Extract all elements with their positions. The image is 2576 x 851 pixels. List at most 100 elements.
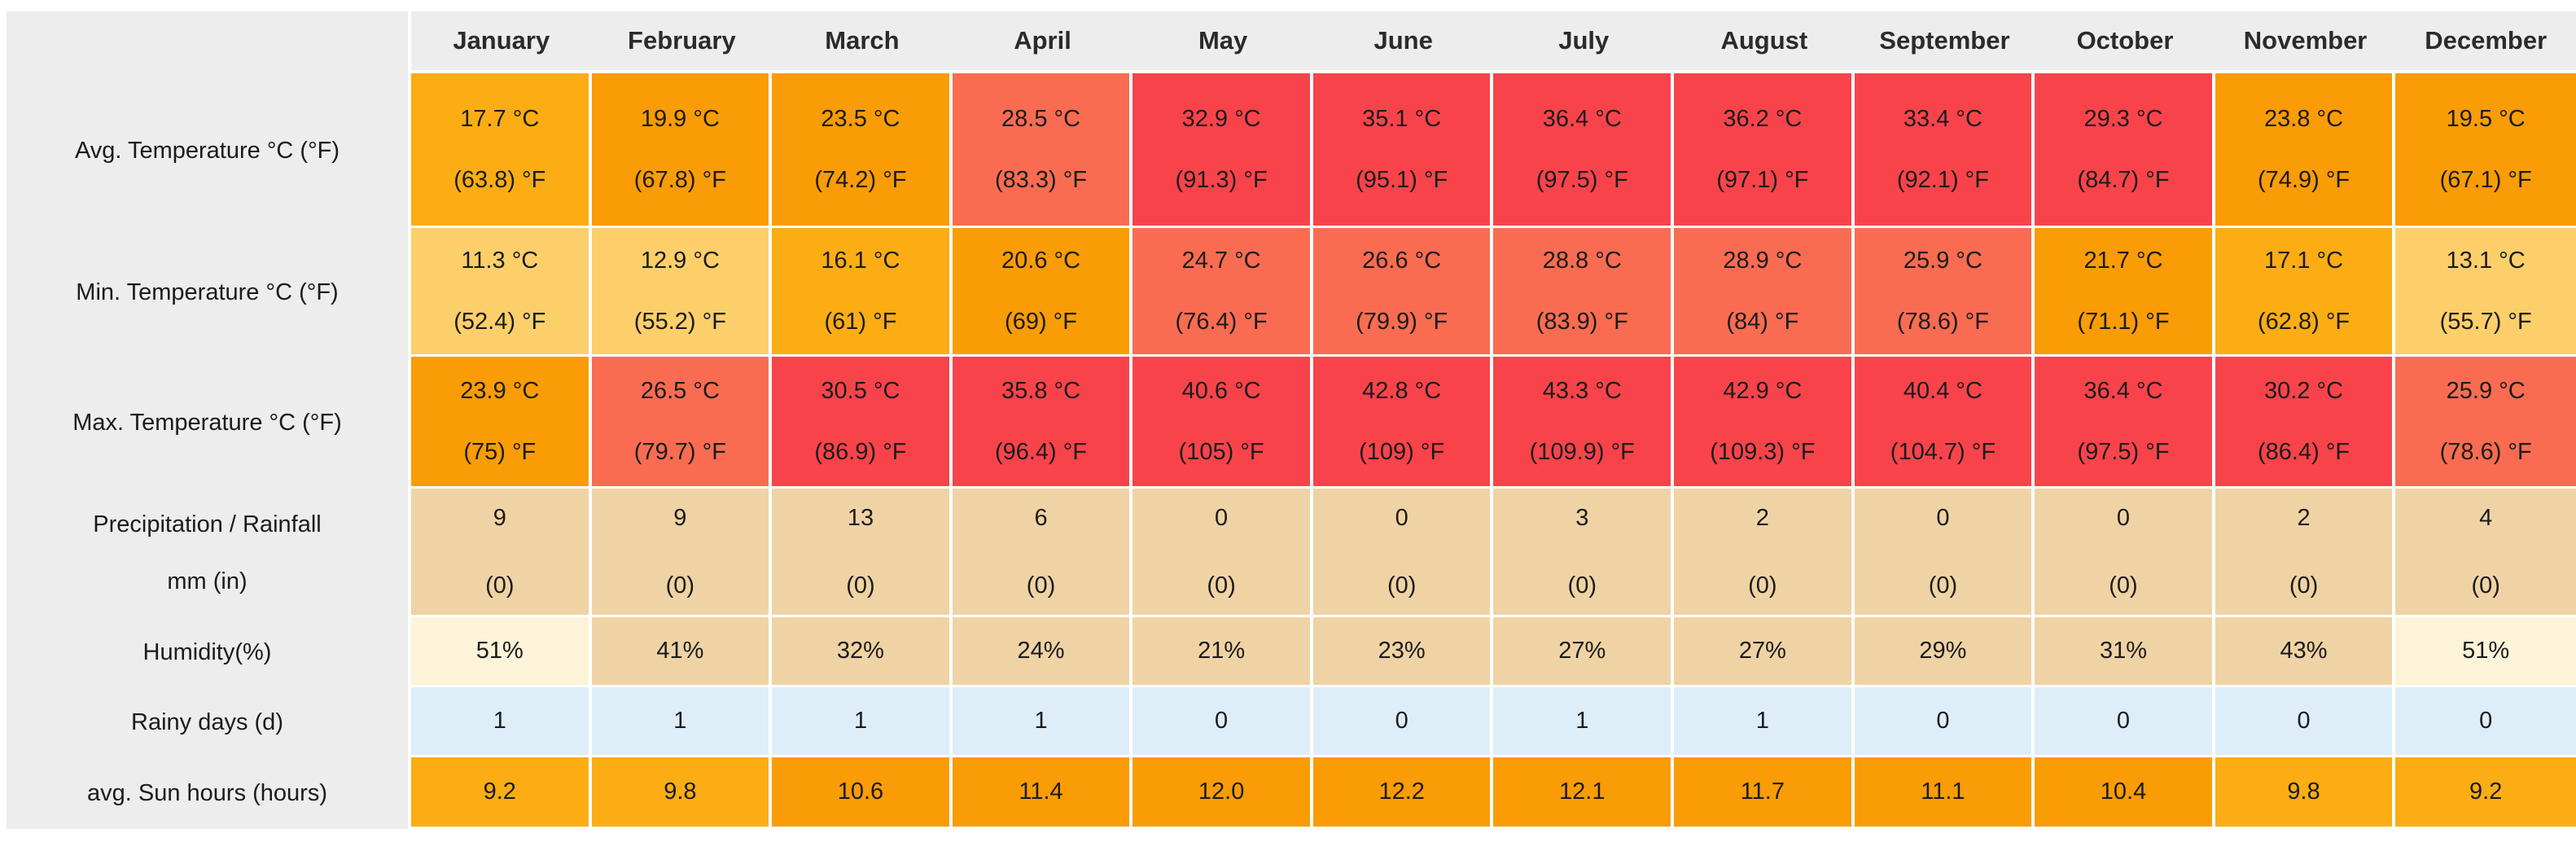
cell-precipitation-may: 0 (0) xyxy=(1132,489,1313,617)
cell-value-primary: 21.7 °C xyxy=(2083,248,2163,274)
cell-avg-temperature-november: 23.8 °C (74.9) °F xyxy=(2215,73,2396,228)
cell-min-temperature-june: 26.6 °C (79.9) °F xyxy=(1312,228,1494,357)
cell-value-primary: 43.3 °C xyxy=(1542,378,1622,405)
cell-avg-temperature-june: 35.1 °C (95.1) °F xyxy=(1312,73,1494,228)
cell-value-secondary: (91.3) °F xyxy=(1175,166,1268,193)
row-label-text-line2: mm (in) xyxy=(167,568,248,594)
cell-value-secondary: (83.3) °F xyxy=(994,166,1088,193)
row-label-text: Min. Temperature °C (°F) xyxy=(76,279,339,305)
cell-sun-hours-december: 9.2 xyxy=(2395,757,2576,829)
cell-value-primary: 23.5 °C xyxy=(821,106,900,133)
cell-max-temperature-march: 30.5 °C (86.9) °F xyxy=(772,357,953,489)
cell-value-secondary: (78.6) °F xyxy=(2439,438,2532,465)
cell-value-primary: 20.6 °C xyxy=(1001,248,1081,274)
cell-value-primary: 36.4 °C xyxy=(2083,378,2163,405)
cell-avg-temperature-march: 23.5 °C (74.2) °F xyxy=(772,73,953,228)
cell-sun-hours-november: 9.8 xyxy=(2215,757,2396,829)
cell-value-secondary: (61) °F xyxy=(824,308,897,335)
cell-sun-hours-february: 9.8 xyxy=(591,757,773,829)
cell-min-temperature-april: 20.6 °C (69) °F xyxy=(952,228,1133,357)
cell-value-secondary: (69) °F xyxy=(1005,308,1077,335)
cell-max-temperature-november: 30.2 °C (86.4) °F xyxy=(2215,357,2396,489)
cell-value-secondary: (0) xyxy=(1387,572,1417,599)
cell-min-temperature-july: 28.8 °C (83.9) °F xyxy=(1493,228,1675,357)
cell-value: 10.6 xyxy=(837,779,884,805)
cell-value: 31% xyxy=(2099,638,2148,665)
cell-value-secondary: (0) xyxy=(1207,572,1236,599)
cell-value-secondary: (78.6) °F xyxy=(1896,308,1989,335)
cell-sun-hours-june: 12.2 xyxy=(1312,757,1494,829)
cell-value-secondary: (55.7) °F xyxy=(2439,308,2532,335)
cell-min-temperature-august: 28.9 °C (84) °F xyxy=(1674,228,1855,357)
cell-value-primary: 13.1 °C xyxy=(2446,248,2526,274)
cell-precipitation-december: 4 (0) xyxy=(2395,489,2576,617)
cell-avg-temperature-december: 19.5 °C (67.1) °F xyxy=(2395,73,2576,228)
cell-value-primary: 0 xyxy=(2116,505,2131,532)
cell-value-secondary: (109) °F xyxy=(1359,438,1445,465)
month-header-august: August xyxy=(1674,11,1855,73)
row-label-avg-temperature: Avg. Temperature °C (°F) xyxy=(7,73,411,228)
cell-value: 43% xyxy=(2280,638,2328,665)
cell-value-primary: 13 xyxy=(847,505,874,532)
cell-value-primary: 40.4 °C xyxy=(1903,378,1982,405)
cell-value: 10.4 xyxy=(2100,779,2147,805)
cell-value: 11.4 xyxy=(1019,779,1063,805)
cell-value-secondary: (63.8) °F xyxy=(453,166,546,193)
cell-value-primary: 9 xyxy=(493,505,506,532)
cell-humidity-december: 51% xyxy=(2395,617,2576,687)
cell-value: 9.8 xyxy=(664,779,697,805)
cell-value: 1 xyxy=(1034,708,1048,735)
cell-rainy-days-september: 0 xyxy=(1854,687,2035,757)
cell-rainy-days-april: 1 xyxy=(952,687,1133,757)
row-label-min-temperature: Min. Temperature °C (°F) xyxy=(7,228,411,357)
cell-value: 1 xyxy=(673,708,687,735)
cell-value-primary: 36.2 °C xyxy=(1723,106,1803,133)
cell-value-primary: 42.9 °C xyxy=(1723,378,1803,405)
cell-max-temperature-july: 43.3 °C (109.9) °F xyxy=(1493,357,1675,489)
cell-rainy-days-december: 0 xyxy=(2395,687,2576,757)
cell-humidity-june: 23% xyxy=(1312,617,1494,687)
table-row-humidity: Humidity(%) 51% 41% 32% 24% 21% 23% 27% 27% 29% 31… xyxy=(7,617,2576,687)
cell-value-secondary: (67.8) °F xyxy=(633,166,726,193)
cell-value: 12.2 xyxy=(1378,779,1425,805)
cell-rainy-days-august: 1 xyxy=(1674,687,1855,757)
cell-avg-temperature-april: 28.5 °C (83.3) °F xyxy=(952,73,1133,228)
cell-value-secondary: (83.9) °F xyxy=(1536,308,1628,335)
row-label-humidity: Humidity(%) xyxy=(7,617,411,687)
cell-value: 1 xyxy=(853,708,868,735)
corner-cell xyxy=(7,11,411,73)
cell-value-secondary: (52.4) °F xyxy=(453,308,546,335)
month-header-september: September xyxy=(1854,11,2035,73)
climate-data-table: January February March April May June July Augu… xyxy=(7,11,2576,829)
cell-value-primary: 16.1 °C xyxy=(821,248,900,274)
cell-avg-temperature-october: 29.3 °C (84.7) °F xyxy=(2035,73,2215,228)
cell-value-primary: 33.4 °C xyxy=(1903,106,1982,133)
cell-precipitation-march: 13 (0) xyxy=(772,489,953,617)
cell-value-primary: 32.9 °C xyxy=(1181,106,1261,133)
cell-value-primary: 35.1 °C xyxy=(1362,106,1442,133)
cell-value-primary: 30.2 °C xyxy=(2264,378,2344,405)
cell-value-secondary: (79.9) °F xyxy=(1356,308,1448,335)
cell-min-temperature-march: 16.1 °C (61) °F xyxy=(772,228,953,357)
cell-value-primary: 30.5 °C xyxy=(821,378,900,405)
cell-precipitation-october: 0 (0) xyxy=(2035,489,2215,617)
cell-value-secondary: (0) xyxy=(2289,572,2319,599)
cell-humidity-october: 31% xyxy=(2035,617,2215,687)
cell-avg-temperature-august: 36.2 °C (97.1) °F xyxy=(1674,73,1855,228)
cell-value-secondary: (75) °F xyxy=(463,438,537,465)
cell-humidity-march: 32% xyxy=(772,617,953,687)
cell-sun-hours-october: 10.4 xyxy=(2035,757,2215,829)
cell-sun-hours-march: 10.6 xyxy=(772,757,953,829)
cell-precipitation-november: 2 (0) xyxy=(2215,489,2396,617)
cell-value-primary: 17.1 °C xyxy=(2264,248,2344,274)
cell-value: 12.0 xyxy=(1198,779,1245,805)
cell-value-primary: 28.5 °C xyxy=(1001,106,1081,133)
month-header-row: January February March April May June July Augu… xyxy=(7,11,2576,73)
cell-value-secondary: (0) xyxy=(485,572,515,599)
cell-value: 0 xyxy=(1395,708,1408,735)
cell-value-secondary: (76.4) °F xyxy=(1175,308,1268,335)
cell-value-primary: 36.4 °C xyxy=(1542,106,1622,133)
cell-value-primary: 0 xyxy=(1395,505,1408,532)
cell-value: 23% xyxy=(1378,638,1426,665)
cell-value: 51% xyxy=(475,638,524,665)
